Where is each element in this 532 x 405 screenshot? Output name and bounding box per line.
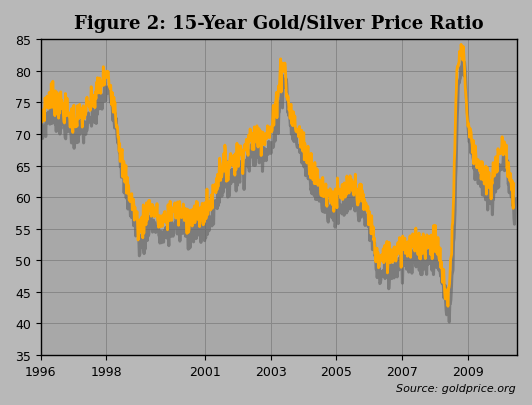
Title: Figure 2: 15-Year Gold/Silver Price Ratio: Figure 2: 15-Year Gold/Silver Price Rati…	[74, 15, 484, 33]
Text: Source: goldprice.org: Source: goldprice.org	[396, 383, 516, 393]
